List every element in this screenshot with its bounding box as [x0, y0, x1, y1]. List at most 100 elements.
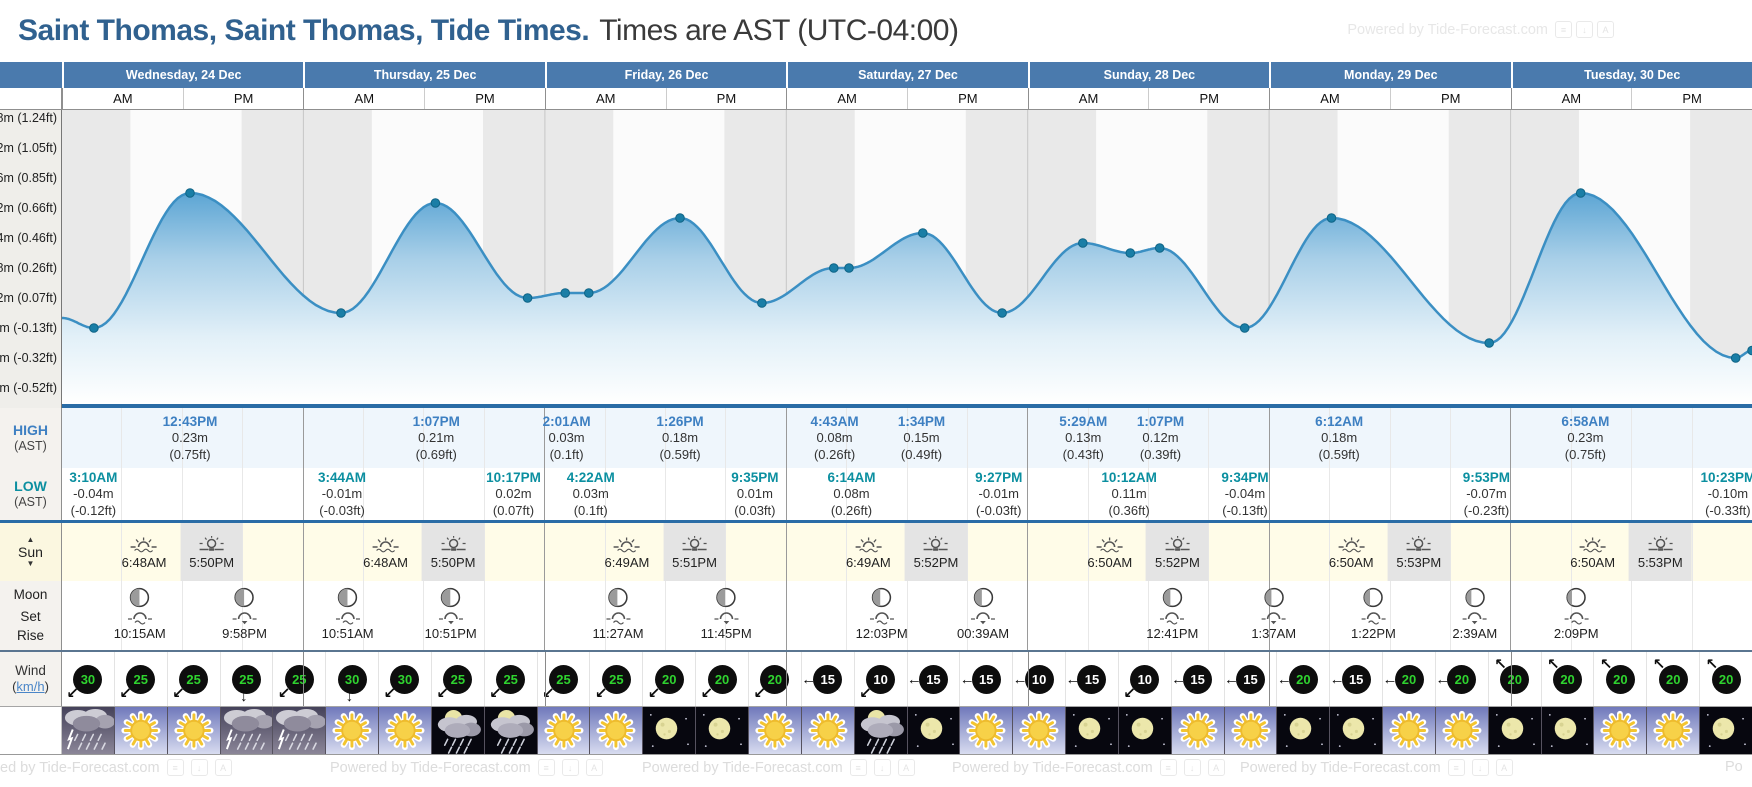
sun-icon	[966, 710, 1006, 751]
moonset-icon	[869, 612, 894, 625]
wind-badge: 15 ←	[1171, 664, 1213, 694]
store-badge-icon: ≡	[1159, 759, 1177, 776]
high-tide-event: 6:58AM 0.23m (0.75ft)	[1561, 413, 1609, 463]
wind-cell: 30 ↙	[62, 652, 114, 706]
low-tz-label: (AST)	[14, 494, 47, 509]
wind-row-label: Wind (km/h)	[0, 652, 62, 706]
sunset-event: 5:53PM	[1387, 523, 1451, 581]
wind-arrow-icon: ↖	[1547, 655, 1560, 673]
quarter-cell	[1511, 408, 1572, 468]
y-axis-label: -0.16m (-0.52ft)	[0, 381, 57, 395]
wind-badge: 30 ↙	[383, 664, 420, 701]
wind-badge: 30 ↓	[337, 664, 367, 704]
sunset-event: 5:52PM	[904, 523, 968, 581]
wind-cell: 25 ↙	[272, 652, 325, 706]
ampm-day-cell: AM PM	[786, 88, 1027, 109]
pm-label: PM	[1148, 88, 1269, 109]
wind-speed: 30	[397, 671, 413, 687]
sun-icon	[755, 710, 795, 751]
sunset-time: 5:50PM	[189, 554, 235, 570]
high-tide-row: HIGH (AST) 12:43PM 0.23m (0.75ft) 1:07PM 0.2…	[0, 408, 1752, 468]
quarter-cell	[1270, 523, 1331, 581]
store-badge-icon: A	[897, 759, 915, 776]
wind-unit-link[interactable]: km/h	[16, 679, 45, 695]
events-layer: 10:15AM 9:58PM 10:51AM 10:51PM 11:27AM 11:45P…	[62, 581, 1752, 650]
pm-label: PM	[906, 88, 1028, 109]
watermark: Powered by Tide-Forecast.com ≡ ↓ A	[952, 759, 1225, 776]
sunrise-icon	[1579, 537, 1606, 552]
wind-badge: 10 ←	[1013, 664, 1054, 694]
moon-row-label: Moon Set Rise	[0, 581, 62, 650]
sunrise-time: 6:48AM	[121, 554, 167, 570]
low-tide-event: 9:53PM -0.07m (-0.23ft)	[1463, 469, 1510, 519]
top-watermark: Powered by Tide-Forecast.com ≡ ↓ A	[1347, 21, 1614, 38]
moonset-event: 10:15AM	[114, 586, 166, 641]
tide-height-ft: (0.49ft)	[900, 446, 943, 462]
store-badge-icon: ↓	[873, 759, 891, 776]
tide-time: 1:26PM	[656, 413, 704, 429]
tide-time: 6:14AM	[827, 469, 876, 485]
tide-point-dot	[757, 298, 767, 308]
y-axis: 0.38m (1.24ft) 0.32m (1.05ft) 0.26m (0.85f…	[0, 110, 62, 408]
day-column	[785, 581, 1028, 650]
day-header: Tuesday, 30 Dec	[1510, 62, 1752, 88]
bottom-watermark-bar: ed by Tide-Forecast.com ≡ ↓ A Powered by Tid…	[0, 755, 1752, 784]
quarter-cell	[606, 408, 666, 468]
tide-time: 5:29AM	[1059, 413, 1108, 429]
tide-time: 9:34PM	[1221, 469, 1269, 485]
sunset-event: 5:53PM	[1628, 523, 1692, 581]
tide-height-m: 0.08m	[833, 486, 870, 502]
store-badge-icon: ≡	[1447, 759, 1465, 776]
wind-badge: 20 ↖	[1547, 657, 1583, 694]
tide-time: 9:27PM	[975, 469, 1023, 485]
day-header-label: Sunday, 28 Dec	[1103, 68, 1196, 82]
wind-cell: 15 ←	[959, 652, 1012, 706]
wind-cell: 20 ←	[1434, 652, 1488, 706]
wind-speed: 20	[1718, 671, 1734, 687]
sun-icon	[1019, 710, 1059, 751]
wind-speed: 20	[1401, 671, 1417, 687]
quarter-cell	[424, 408, 485, 468]
tide-height-m: 0.12m	[1142, 430, 1179, 446]
day-header: Sunday, 28 Dec	[1027, 62, 1270, 88]
day-header-label: Wednesday, 24 Dec	[125, 68, 242, 82]
high-tide-event: 4:43AM 0.08m (0.26ft)	[811, 413, 859, 463]
wind-badge: 25 ↙	[595, 664, 631, 701]
moonset-icon	[1160, 612, 1185, 625]
wind-speed: 20	[714, 671, 730, 687]
wind-speed: 25	[186, 671, 201, 687]
day-header: Wednesday, 24 Dec	[62, 62, 304, 88]
tide-chart	[62, 110, 1752, 413]
moon-phase-icon	[1566, 587, 1586, 608]
wind-cell: 15 ←	[906, 652, 960, 706]
sunrise-time: 6:50AM	[1087, 554, 1133, 570]
sun-icon	[385, 710, 425, 751]
tide-height-m: 0.23m	[171, 430, 209, 446]
day-column	[544, 468, 786, 520]
quarter-cell	[606, 468, 666, 520]
moon-phase-icon	[234, 587, 255, 608]
tide-time: 4:22AM	[566, 469, 615, 485]
wind-badge: 20 ←	[1383, 664, 1424, 694]
wind-badge: 20 ↙	[701, 664, 737, 701]
pm-label: PM	[1631, 88, 1752, 109]
high-tz-label: (AST)	[14, 438, 47, 453]
moonset-event: 12:41PM	[1146, 586, 1198, 641]
title-bar: Saint Thomas, Saint Thomas, Tide Times. …	[0, 0, 1752, 62]
store-badge-icon: ↓	[1471, 759, 1489, 776]
quarter-cell	[1330, 408, 1391, 468]
sun-icon	[596, 710, 636, 751]
am-label: AM	[1320, 91, 1340, 106]
wind-badge: 25 ↙	[489, 664, 526, 701]
day-boundary-line	[303, 652, 305, 706]
sunset-icon	[923, 535, 948, 551]
sunset-icon	[1165, 535, 1190, 551]
moonset-event: 1:22PM	[1351, 586, 1396, 641]
weather-cell-sun	[959, 707, 1013, 754]
quarter-cell	[1089, 468, 1150, 520]
moon-phase-icon	[608, 587, 628, 608]
moon-time: 12:03PM	[855, 626, 908, 641]
am-label: AM	[595, 91, 616, 106]
quarter-cell	[1028, 468, 1089, 520]
am-label: AM	[354, 91, 375, 106]
